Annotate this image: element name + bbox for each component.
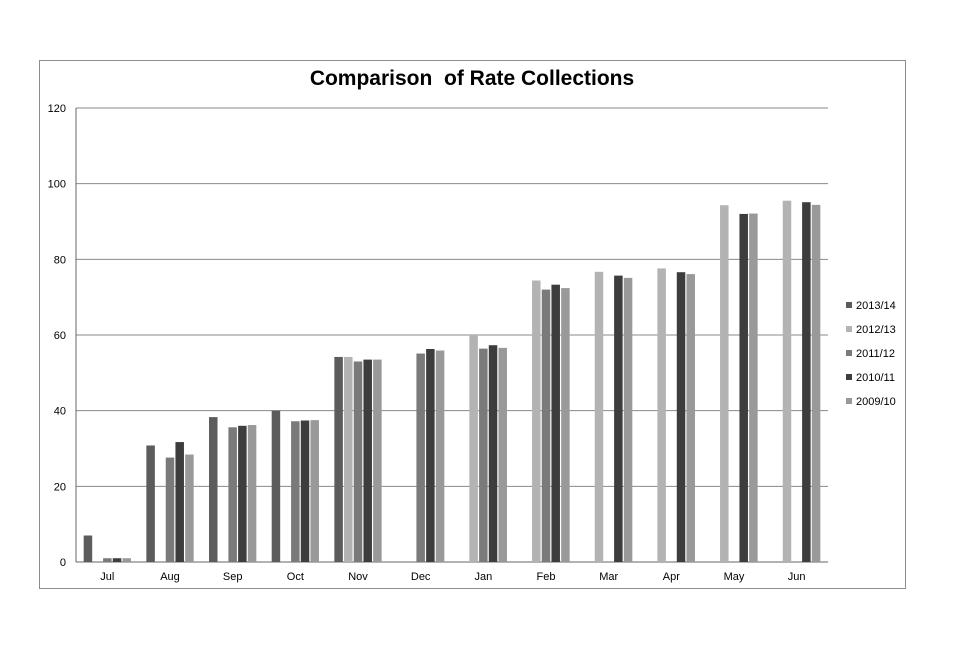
bar-jan-2009-10 [498,347,507,562]
bar-aug-2011-12 [165,457,175,562]
bar-jul-2011-12 [103,558,112,562]
bar-sep-2009-10 [247,425,257,562]
bar-jun-2012-13 [782,200,792,563]
bar-mar-2010-11 [614,275,623,562]
x-tick-label: Oct [287,571,304,583]
legend-label: 2011/12 [856,348,895,360]
x-tick-label: Aug [160,571,180,583]
bar-mar-2009-10 [623,277,633,562]
x-tick-label: Dec [411,571,431,583]
bar-dec-2009-10 [435,350,445,562]
bar-aug-2010-11 [175,442,184,562]
bar-apr-2010-11 [676,272,686,562]
x-tick-label: Jan [474,571,492,583]
bar-nov-2011-12 [353,361,363,562]
bar-jun-2009-10 [811,204,821,562]
legend-swatch [846,326,852,332]
x-tick-label: Jun [788,571,806,583]
legend: 2013/14 2012/13 2011/12 2010/11 2009/10 [846,300,896,408]
legend-swatch [846,350,852,356]
bar-mar-2012-13 [594,271,604,562]
y-tick-label: 0 [60,557,66,569]
bar-oct-2011-12 [291,421,300,562]
y-axis-ticks: 0 20 40 60 80 100 120 [48,103,66,569]
x-tick-label: Jul [100,571,114,583]
bar-aug-2013-14 [146,445,155,562]
legend-label: 2009/10 [856,396,896,408]
bar-nov-2009-10 [373,359,382,562]
bar-feb-2011-12 [541,289,551,562]
legend-swatch [846,374,852,380]
y-tick-label: 20 [54,481,66,493]
bar-sep-2013-14 [209,417,218,562]
x-tick-label: Feb [537,571,556,583]
chart-title: Comparison of Rate Collections [309,67,635,90]
bar-sep-2011-12 [228,427,237,562]
bar-sep-2010-11 [238,425,247,562]
bar-may-2009-10 [749,213,758,562]
bar-jan-2010-11 [488,345,498,562]
bar-feb-2009-10 [561,288,570,562]
bar-feb-2012-13 [532,280,541,562]
x-tick-label: Sep [223,571,243,583]
bar-jul-2013-14 [83,535,93,562]
legend-label: 2012/13 [856,324,896,336]
bar-jan-2011-12 [479,348,488,562]
bar-nov-2013-14 [334,356,343,562]
bars [83,200,821,563]
bar-aug-2009-10 [185,454,194,562]
x-tick-label: Mar [599,571,618,583]
bar-jun-2010-11 [802,202,811,562]
bar-nov-2010-11 [363,359,372,562]
bar-apr-2012-13 [657,268,666,562]
y-tick-label: 40 [54,406,66,418]
bar-dec-2010-11 [426,348,435,562]
y-tick-label: 100 [48,179,66,191]
bar-jul-2009-10 [122,558,131,562]
x-axis-ticks: Jul Aug Sep Oct Nov Dec Jan Feb Mar Apr May Jun [100,571,805,583]
gridlines [75,107,828,563]
legend-swatch [846,302,852,308]
bar-oct-2010-11 [300,420,310,562]
bar-may-2010-11 [739,213,748,562]
bar-jan-2012-13 [469,335,478,562]
legend-swatch [846,398,852,404]
bar-may-2012-13 [720,205,729,562]
y-tick-label: 80 [54,254,66,266]
x-tick-label: Apr [663,571,680,583]
bar-oct-2009-10 [310,420,319,562]
bar-oct-2013-14 [271,410,281,562]
bar-apr-2009-10 [686,274,695,562]
x-tick-label: Nov [348,571,368,583]
bar-jul-2010-11 [112,558,122,562]
x-tick-label: May [724,571,745,583]
y-tick-label: 120 [48,103,66,115]
bar-dec-2011-12 [416,353,425,562]
y-tick-label: 60 [54,330,66,342]
bar-nov-2012-13 [344,356,353,562]
bar-feb-2010-11 [551,284,560,562]
legend-label: 2010/11 [856,372,895,384]
legend-label: 2013/14 [856,300,896,312]
